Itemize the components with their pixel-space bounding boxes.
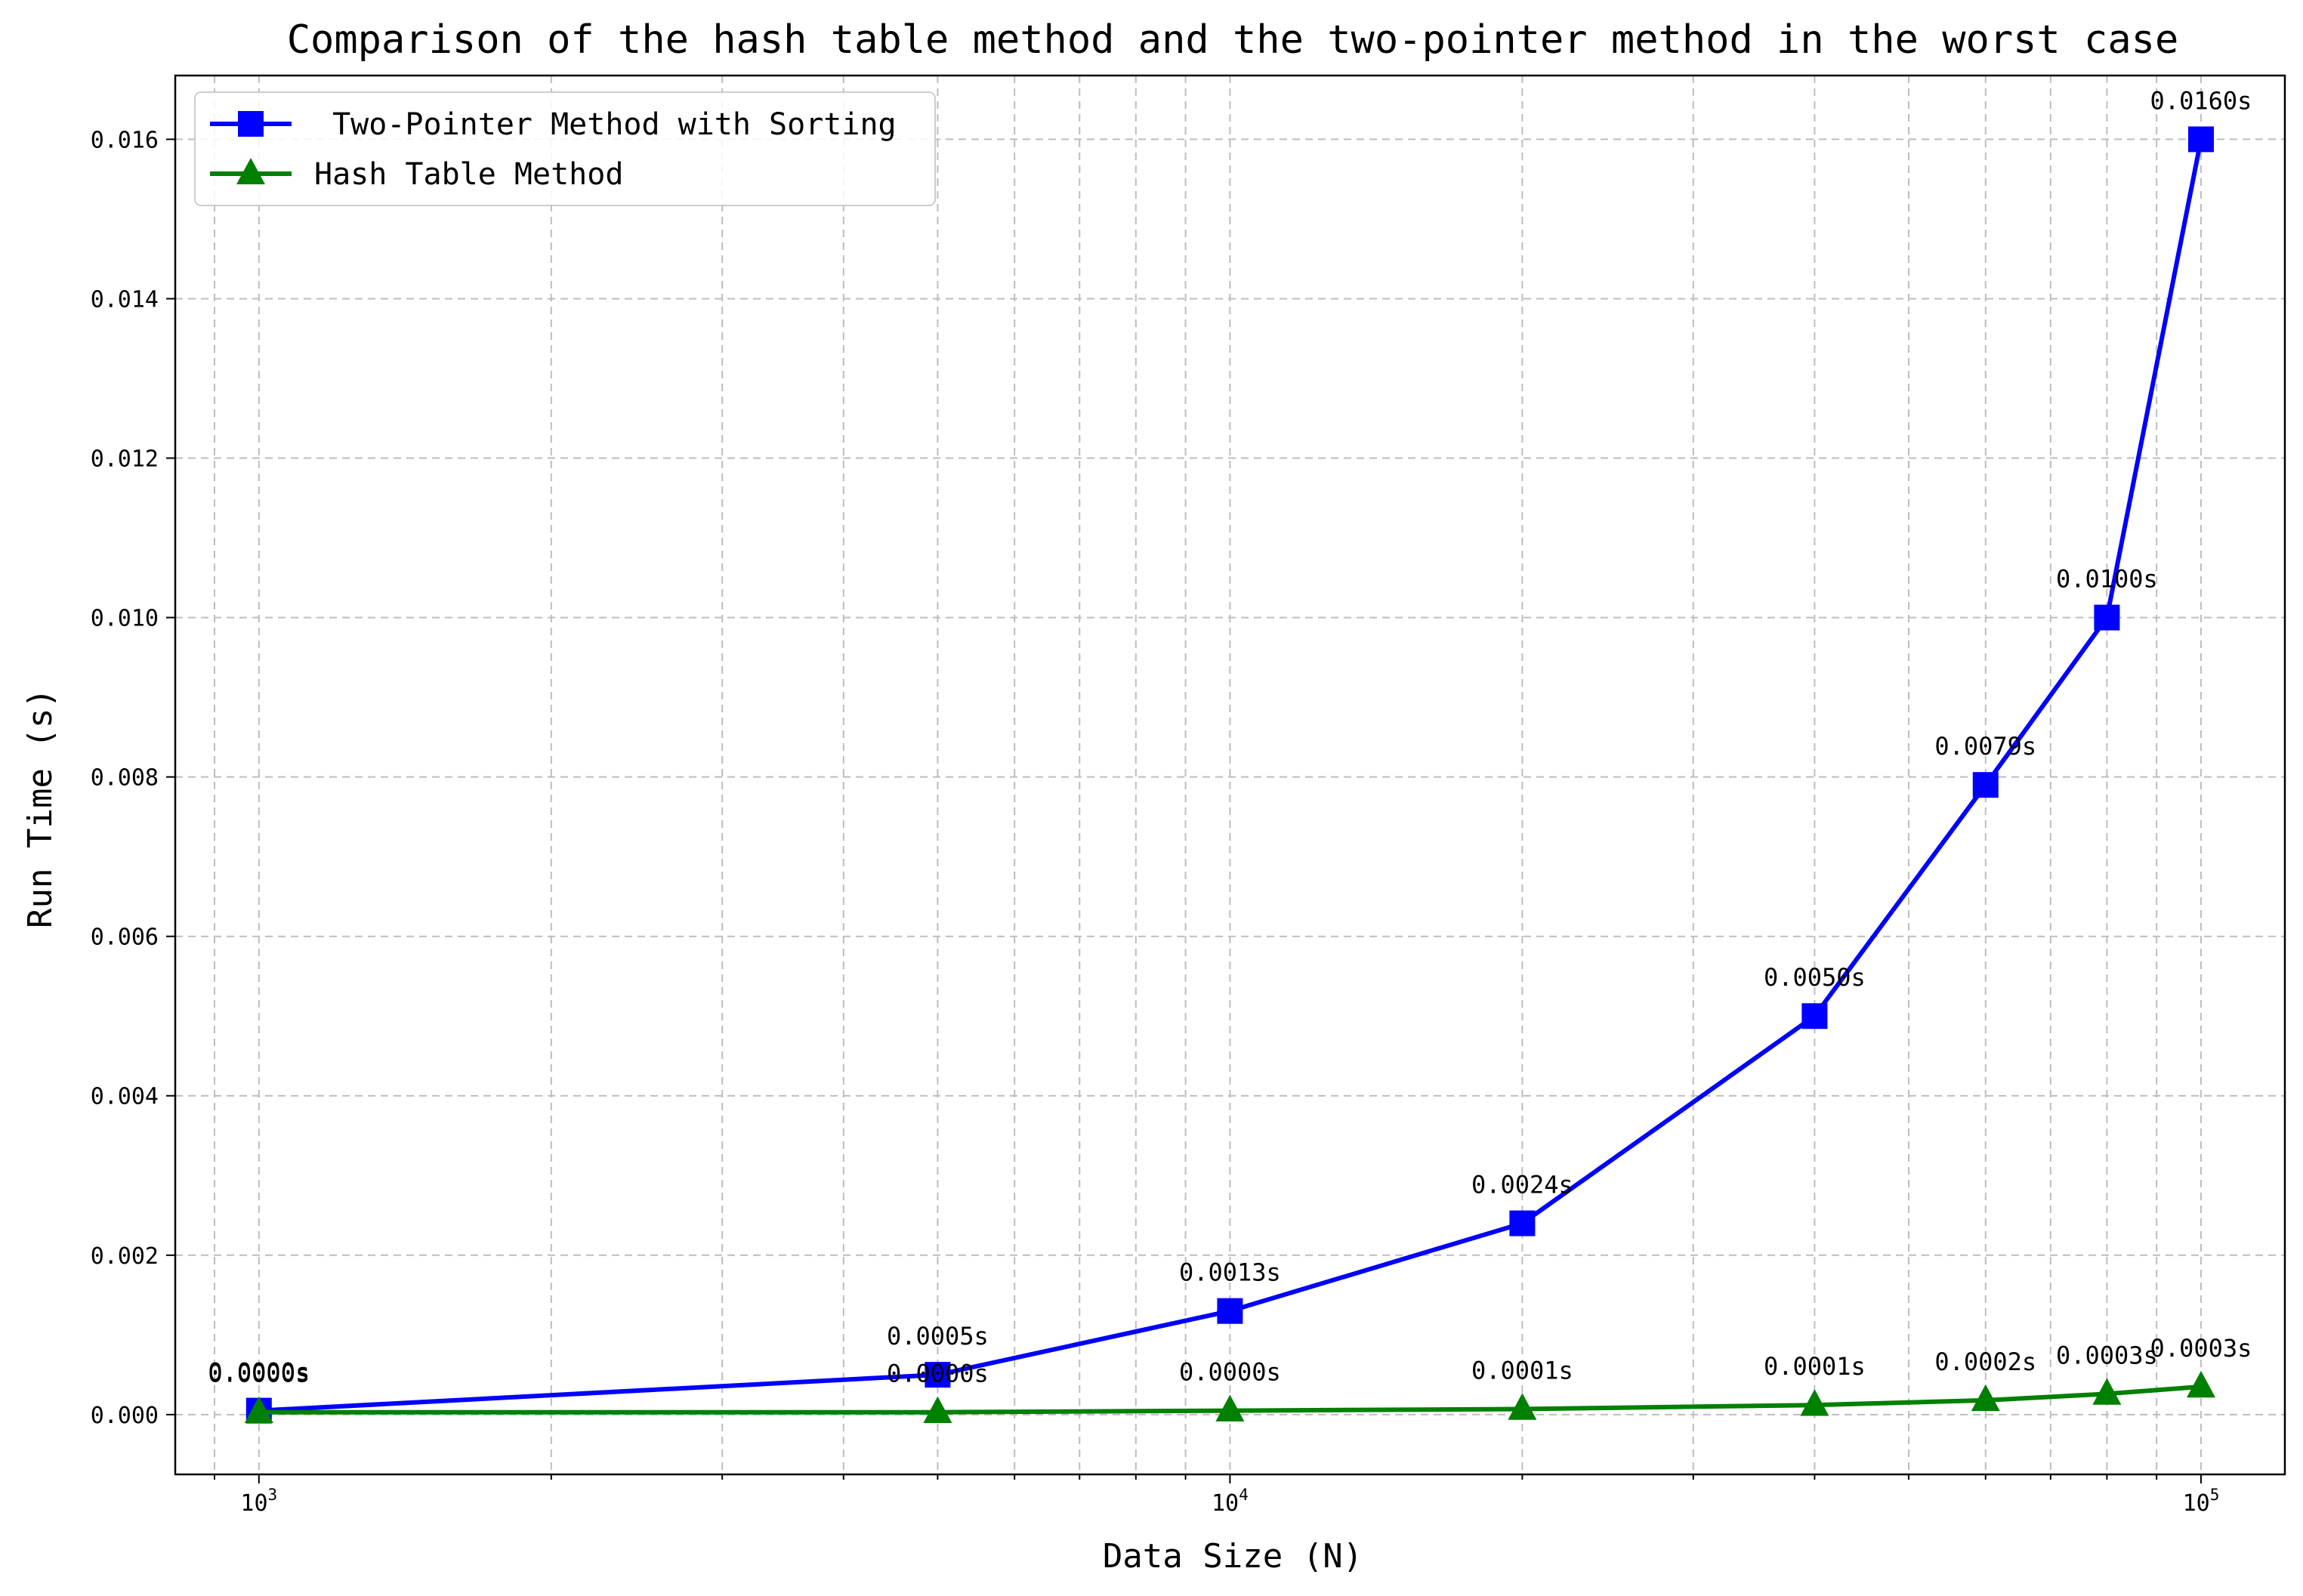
series-1-marker — [2094, 604, 2120, 631]
series-line-1 — [258, 138, 2203, 1413]
x-tick-label: 104 — [1212, 1486, 1249, 1517]
axes-layer: 103 104 1050.0000.0020.0040.0060.0080.0100… — [91, 74, 2286, 1517]
series-2-marker — [1215, 1394, 1245, 1422]
y-tick-label: 0.002 — [91, 1243, 159, 1270]
series-2-marker — [1800, 1389, 1829, 1416]
data-label-series-2: 0.0001s — [1764, 1352, 1866, 1381]
data-label-series-1: 0.0079s — [1934, 732, 2036, 761]
data-label-series-1: 0.0050s — [1764, 963, 1866, 992]
data-label-series-1: 0.0160s — [2150, 86, 2252, 115]
data-label-layer: 0.0000s 0.0005s 0.0013s 0.0024s 0.0050s 0.007… — [208, 86, 2252, 1388]
legend-box — [194, 91, 936, 206]
legend-square-marker — [238, 111, 264, 137]
data-label-series-2: 0.0000s — [1179, 1358, 1281, 1387]
y-axis-label: Run Time (s) — [21, 688, 60, 928]
data-label-series-2: 0.0002s — [1934, 1347, 2036, 1376]
y-tick-label: 0.000 — [91, 1403, 159, 1429]
series-layer — [244, 126, 2215, 1424]
legend-label-2: Hash Table Method — [314, 157, 623, 192]
y-tick-label: 0.006 — [91, 925, 159, 951]
series-1-marker — [1217, 1298, 1243, 1324]
y-tick-label: 0.004 — [91, 1084, 159, 1110]
data-label-series-2: 0.0003s — [2150, 1334, 2252, 1363]
series-line-2 — [258, 1384, 2202, 1415]
x-tick-label: 103 — [240, 1486, 277, 1517]
data-label-series-2: 0.0001s — [1471, 1356, 1573, 1385]
series-2-marker — [244, 1396, 273, 1423]
y-tick-label: 0.016 — [91, 127, 159, 153]
data-label-series-1: 0.0000s — [208, 1358, 310, 1387]
series-1-marker — [2187, 126, 2214, 153]
data-label-series-1: 0.0100s — [2056, 565, 2158, 594]
data-label-series-1: 0.0005s — [887, 1322, 989, 1351]
series-1-marker — [925, 1362, 951, 1388]
series-2-marker — [2092, 1378, 2122, 1405]
y-tick-label: 0.010 — [91, 606, 159, 632]
y-tick-label: 0.014 — [91, 286, 159, 313]
x-axis-label: Data Size (N) — [1103, 1537, 1363, 1576]
chart-title: Comparison of the hash table method and … — [287, 17, 2179, 63]
legend: Two-Pointer Method with Sorting Hash Tabl… — [194, 91, 936, 206]
y-tick-label: 0.008 — [91, 765, 159, 792]
series-2-marker — [1508, 1393, 1537, 1420]
data-label-series-2: 0.0003s — [2056, 1341, 2158, 1369]
series-1-marker — [1801, 1003, 1828, 1030]
series-2-marker — [2186, 1370, 2215, 1398]
y-tick-label: 0.012 — [91, 446, 159, 473]
legend-label-1: Two-Pointer Method with Sorting — [314, 107, 897, 142]
data-label-series-1: 0.0013s — [1179, 1258, 1281, 1287]
data-label-series-2: 0.0000s — [208, 1360, 310, 1388]
series-1-marker — [1509, 1210, 1536, 1236]
series-1-marker — [1972, 772, 1999, 798]
data-label-series-2: 0.0000s — [887, 1360, 989, 1388]
legend-triangle-marker — [236, 158, 265, 184]
data-label-series-1: 0.0024s — [1471, 1171, 1573, 1199]
x-tick-label: 105 — [2183, 1486, 2220, 1517]
series-2-marker — [923, 1396, 952, 1423]
series-2-marker — [1971, 1384, 2000, 1412]
